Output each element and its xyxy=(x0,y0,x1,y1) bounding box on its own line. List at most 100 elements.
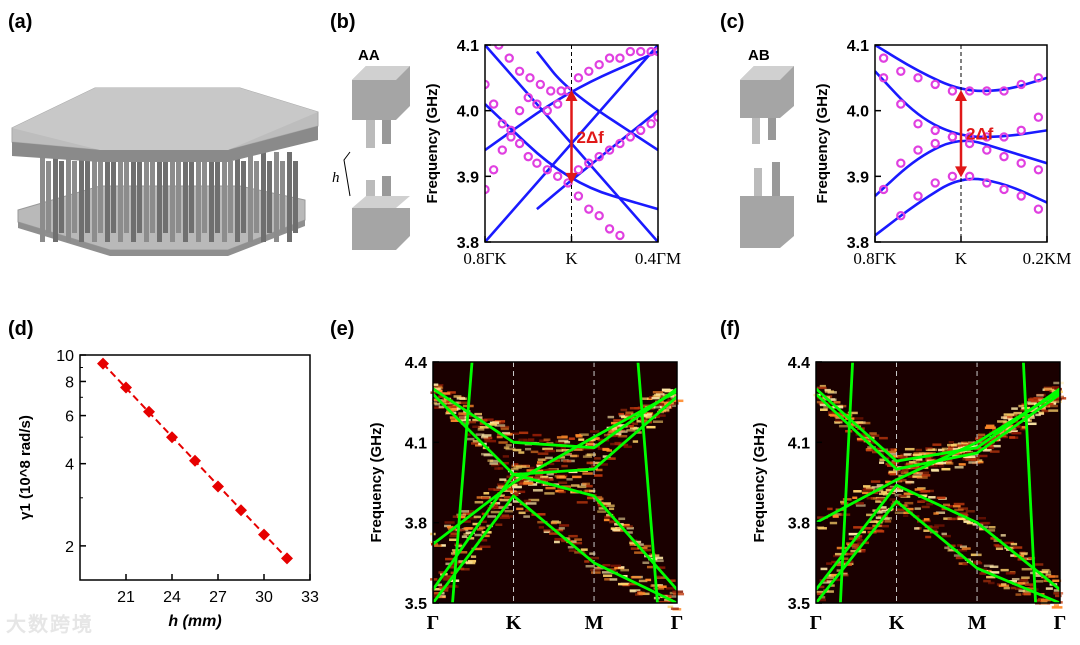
spectral-intensity-streak xyxy=(499,498,510,502)
measured-data-point xyxy=(1016,191,1026,201)
spectral-intensity-streak xyxy=(882,517,892,520)
spectral-intensity-streak xyxy=(469,517,477,520)
spectral-intensity-streak xyxy=(829,521,838,525)
spectral-intensity-streak xyxy=(833,513,842,516)
spectral-intensity-streak xyxy=(634,551,645,554)
y-tick-label: 4 xyxy=(65,457,74,474)
spectral-intensity-streak xyxy=(619,414,629,418)
spectral-intensity-streak xyxy=(962,562,968,566)
spectral-intensity-streak xyxy=(916,476,928,479)
measured-data-point xyxy=(982,178,992,188)
spectral-intensity-streak xyxy=(524,447,532,451)
spectral-intensity-streak xyxy=(1018,404,1024,408)
pillar xyxy=(59,197,64,233)
data-point-diamond xyxy=(212,480,224,493)
spectral-intensity-streak xyxy=(898,456,906,459)
spectral-intensity-streak xyxy=(597,510,607,513)
spectral-intensity-streak xyxy=(558,481,568,484)
spectral-intensity-streak xyxy=(652,420,664,423)
x-tick-label: 33 xyxy=(301,589,319,606)
spectral-intensity-streak xyxy=(938,464,945,468)
spectral-intensity-streak xyxy=(517,490,526,494)
pillar xyxy=(222,206,227,242)
spectral-intensity-streak xyxy=(824,390,835,393)
spectral-intensity-streak xyxy=(546,472,554,476)
spectral-intensity-streak xyxy=(927,464,938,468)
spectral-intensity-streak xyxy=(893,489,904,492)
spectral-intensity-streak xyxy=(667,605,674,609)
y-tick-label: 3.5 xyxy=(788,596,810,613)
spectral-intensity-streak xyxy=(961,444,972,447)
spectral-intensity-streak xyxy=(612,528,621,532)
spectral-intensity-streak xyxy=(593,436,600,440)
spectral-intensity-streak xyxy=(574,538,582,541)
spectral-intensity-streak xyxy=(662,393,668,397)
spectral-intensity-streak xyxy=(936,496,946,500)
pillar xyxy=(85,197,90,233)
spectral-intensity-streak xyxy=(544,492,555,495)
spectral-intensity-streak xyxy=(848,532,860,536)
spectral-intensity-streak xyxy=(445,557,454,561)
spectral-intensity-streak xyxy=(437,384,444,387)
pillar xyxy=(287,206,292,242)
measured-data-point xyxy=(878,53,889,63)
spectral-intensity-streak xyxy=(871,434,880,437)
spectral-intensity-streak xyxy=(974,447,981,451)
spectral-intensity-streak xyxy=(903,453,912,456)
spectral-intensity-streak xyxy=(540,475,548,479)
spectral-intensity-streak xyxy=(1022,557,1032,561)
y-tick-label: 4.1 xyxy=(457,38,479,55)
pillar xyxy=(124,197,129,233)
spectral-intensity-streak xyxy=(615,432,622,436)
spectral-intensity-streak xyxy=(634,431,642,434)
spectral-intensity-streak xyxy=(510,478,521,482)
spectral-intensity-streak xyxy=(959,512,968,515)
measured-data-point xyxy=(930,125,940,136)
spectral-intensity-streak xyxy=(915,448,922,452)
measured-data-point xyxy=(625,46,636,57)
spectral-intensity-streak xyxy=(669,579,676,582)
spectral-intensity-streak xyxy=(557,456,566,459)
x-tick-label: Γ xyxy=(671,612,684,634)
x-tick-label: K xyxy=(506,612,522,634)
spectral-intensity-streak xyxy=(586,453,596,456)
spectral-intensity-streak xyxy=(1027,401,1038,404)
spectral-intensity-streak xyxy=(575,434,582,437)
spectral-intensity-streak xyxy=(1000,416,1008,419)
spectral-intensity-streak xyxy=(904,463,914,466)
measured-data-point xyxy=(615,230,625,241)
spectral-intensity-streak xyxy=(985,529,996,532)
spectral-intensity-streak xyxy=(617,582,629,586)
spectral-intensity-streak xyxy=(914,507,921,510)
spectral-intensity-streak xyxy=(1010,430,1018,433)
x-tick-label: 27 xyxy=(209,589,227,606)
spectral-intensity-streak xyxy=(459,418,471,422)
spectral-intensity-streak xyxy=(1021,426,1027,429)
spectral-intensity-streak xyxy=(884,520,892,523)
spectral-intensity-streak xyxy=(535,473,543,477)
spectral-intensity-streak xyxy=(433,587,444,591)
measured-data-point xyxy=(930,178,940,188)
spectral-intensity-streak xyxy=(819,384,826,388)
spectral-intensity-streak xyxy=(930,468,939,472)
spectral-intensity-streak xyxy=(537,458,546,461)
spectral-intensity-streak xyxy=(914,488,924,491)
spectral-intensity-streak xyxy=(926,502,934,506)
pillar xyxy=(111,197,116,233)
spectral-intensity-streak xyxy=(947,549,959,552)
spectral-intensity-streak xyxy=(892,455,903,458)
spectral-intensity-streak xyxy=(876,484,884,487)
measured-data-point xyxy=(552,99,563,109)
y-tick-label: 4.0 xyxy=(847,104,869,121)
spectral-intensity-streak xyxy=(889,472,899,476)
pillar xyxy=(118,206,123,242)
spectral-intensity-streak xyxy=(826,576,834,579)
spectral-intensity-streak xyxy=(1018,589,1025,593)
pillar-array xyxy=(40,152,298,242)
spectral-intensity-streak xyxy=(879,461,885,464)
measured-data-point xyxy=(878,73,889,83)
spectral-intensity-streak xyxy=(481,520,487,524)
spectral-intensity-streak xyxy=(603,574,613,577)
spectral-intensity-streak xyxy=(589,489,596,493)
spectral-intensity-streak xyxy=(907,475,914,478)
